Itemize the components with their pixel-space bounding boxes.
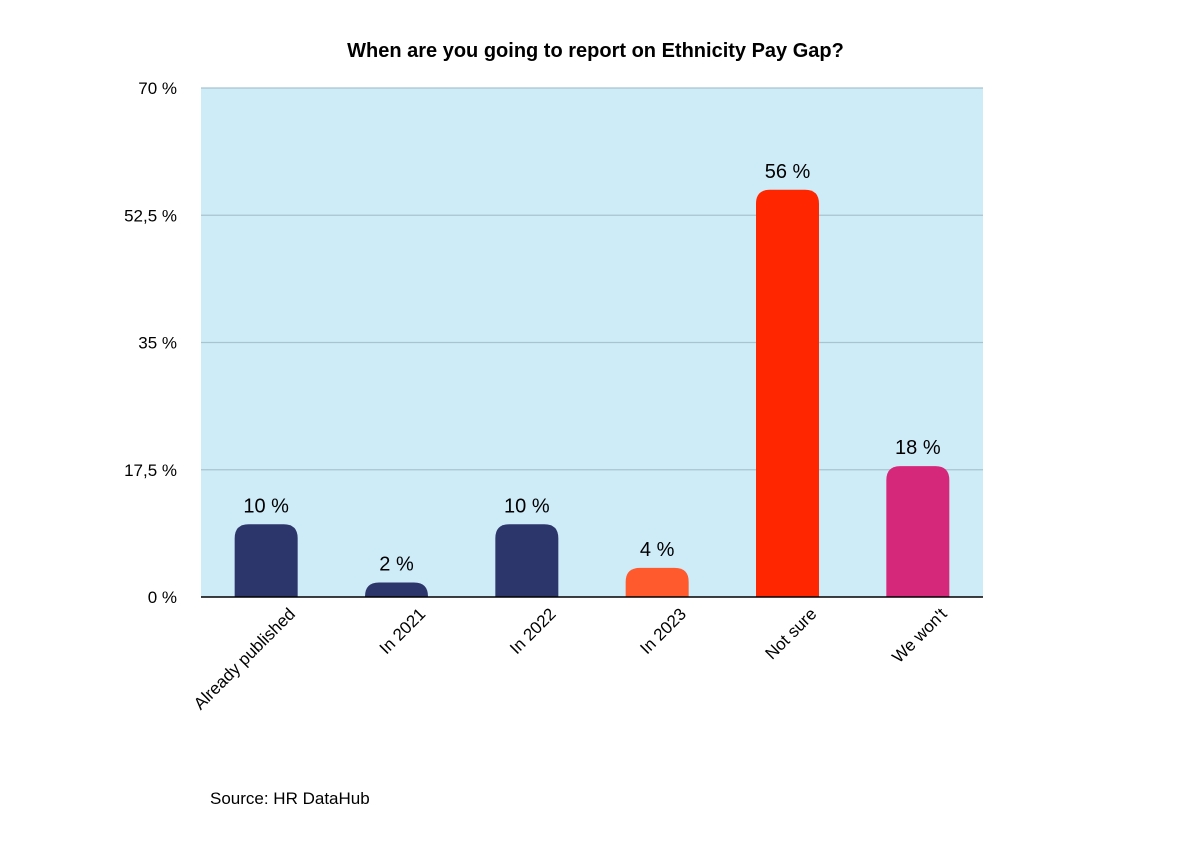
- bar: [756, 189, 819, 598]
- y-tick-label: 70 %: [138, 79, 177, 98]
- y-tick-label: 17,5 %: [124, 461, 177, 480]
- category-label: In 2022: [506, 604, 560, 658]
- y-tick-label: 0 %: [148, 588, 177, 607]
- source-note: Source: HR DataHub: [210, 789, 370, 808]
- bar: [886, 466, 950, 597]
- bar: [625, 567, 689, 597]
- chart-title: When are you going to report on Ethnicit…: [347, 40, 844, 62]
- category-label: Not sure: [761, 604, 820, 663]
- bar: [365, 582, 428, 597]
- value-label: 10 %: [243, 495, 289, 517]
- value-label: 56 %: [765, 161, 811, 183]
- bar: [495, 524, 559, 597]
- y-axis-ticks: 0 % 17,5 % 35 % 52,5 % 70 %: [124, 79, 177, 607]
- bar: [234, 524, 298, 597]
- category-labels: Already published In 2021 In 2022 In 2023 No…: [190, 604, 951, 713]
- y-tick-label: 35 %: [138, 334, 177, 353]
- bars: [234, 189, 950, 598]
- category-label: In 2021: [376, 604, 430, 658]
- category-label: In 2023: [636, 604, 690, 658]
- value-label: 2 %: [379, 553, 414, 575]
- value-label: 10 %: [504, 495, 550, 517]
- category-label: We won't: [888, 604, 950, 666]
- value-labels: 10 % 2 % 10 % 4 % 56 % 18 %: [243, 161, 940, 576]
- value-label: 4 %: [640, 539, 675, 561]
- y-tick-label: 52,5 %: [124, 206, 177, 225]
- value-label: 18 %: [895, 437, 941, 459]
- category-label: Already published: [190, 604, 299, 713]
- gridlines: [201, 87, 983, 471]
